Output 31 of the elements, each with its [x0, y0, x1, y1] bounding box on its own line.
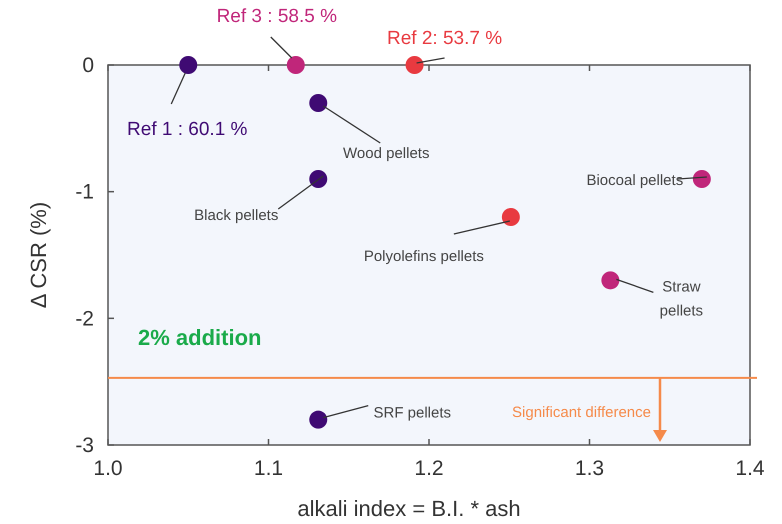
point	[179, 56, 198, 74]
annotation: Wood pellets	[343, 145, 430, 162]
annotation: Ref 3 : 58.5 %	[216, 6, 338, 27]
y-tick-label: 0	[82, 54, 94, 77]
point	[309, 170, 328, 188]
point	[502, 208, 520, 226]
point	[309, 410, 328, 429]
annotation: SRF pellets	[373, 404, 452, 422]
annotation: Ref 1 : 60.1 %	[127, 119, 248, 140]
x-tick-label: 1.0	[93, 457, 123, 480]
point	[309, 94, 328, 112]
annotation: Biocoal pellets	[586, 172, 684, 189]
annotation: Black pellets	[194, 207, 278, 224]
ref-line-label: Significant difference	[512, 404, 651, 421]
point	[692, 170, 711, 188]
annotation: Straw pellets	[660, 278, 704, 320]
y-tick-label: -3	[75, 434, 94, 457]
x-tick-label: 1.4	[735, 457, 765, 480]
point	[406, 56, 424, 74]
annotation: Ref 2: 53.7 %	[386, 28, 502, 49]
point	[601, 271, 620, 290]
annotation: Polyolefins pellets	[364, 248, 484, 265]
x-tick-label: 1.2	[414, 457, 444, 480]
x-tick-label: 1.3	[574, 457, 604, 480]
point	[286, 56, 305, 74]
annotation: 2% addition	[138, 325, 262, 350]
y-axis-title: Δ CSR (%)	[26, 202, 51, 308]
x-tick-label: 1.1	[254, 457, 284, 480]
y-tick-label: -1	[75, 180, 94, 204]
y-tick-label: -2	[75, 307, 94, 330]
x-axis-title: alkali index = B.I. * ash	[297, 496, 521, 521]
